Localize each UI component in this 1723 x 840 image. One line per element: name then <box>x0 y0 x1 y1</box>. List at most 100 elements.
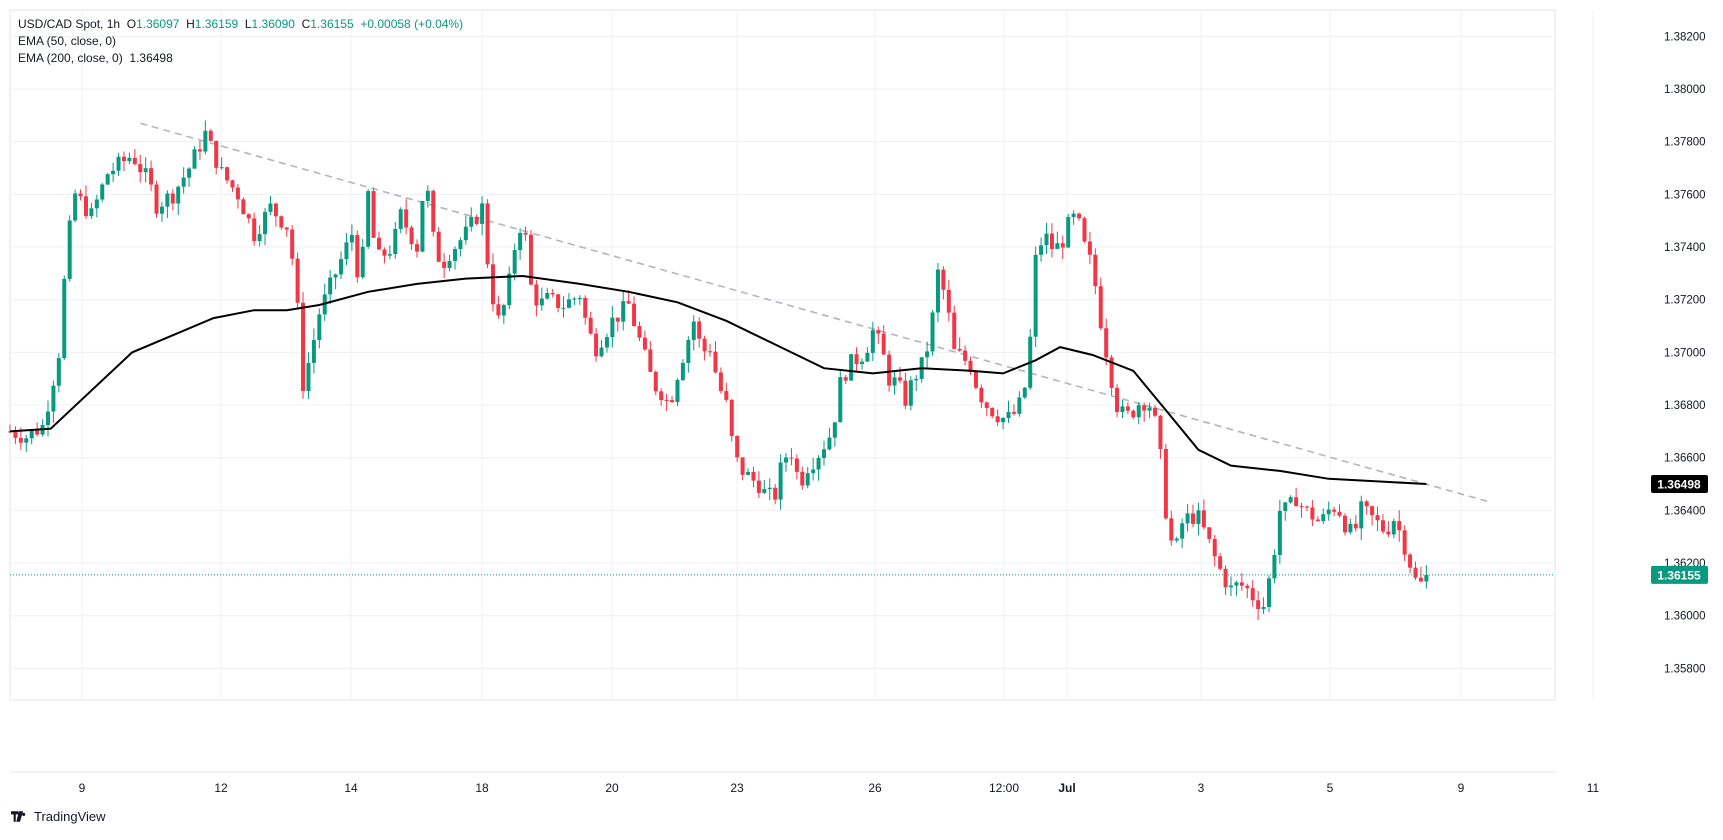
candle-body <box>1256 600 1261 610</box>
candle-body <box>1191 513 1196 524</box>
candle-body <box>897 377 902 381</box>
last-price-label-text: 1.36155 <box>1657 568 1701 582</box>
candle-body <box>1277 510 1282 556</box>
candle-body <box>1212 539 1217 557</box>
candle-body <box>279 216 284 228</box>
x-tick-label: 3 <box>1198 781 1205 795</box>
candle-body <box>990 407 995 417</box>
candle-body <box>83 196 88 217</box>
ema-200-line[interactable] <box>9 274 1427 485</box>
candle-body <box>268 203 273 212</box>
candle-body <box>1125 406 1130 411</box>
candle-body <box>963 350 968 361</box>
candle-body <box>1266 578 1271 607</box>
candle-body <box>1153 407 1158 416</box>
candle-body <box>1017 397 1022 414</box>
candle-body <box>382 249 387 256</box>
candle-body <box>1142 405 1147 411</box>
candle-body <box>762 489 767 493</box>
x-tick-label: 9 <box>1458 781 1465 795</box>
candle-body <box>1229 585 1233 588</box>
ohlc-open: O1.36097 <box>126 17 180 31</box>
last-price-label-bg <box>1651 565 1708 584</box>
candle-body <box>24 438 29 443</box>
x-tick-label: 18 <box>475 781 489 795</box>
candle-body <box>366 191 371 247</box>
candle-body <box>539 298 544 306</box>
candle-body <box>865 352 870 362</box>
candle-body <box>528 234 533 285</box>
candle-body <box>984 402 989 408</box>
candle-body <box>35 430 40 435</box>
candle-body <box>518 232 523 251</box>
x-tick-label: 20 <box>605 781 619 795</box>
candle-body <box>648 349 653 372</box>
y-tick-label: 1.36800 <box>1664 400 1706 412</box>
candle-body <box>935 269 940 313</box>
candle-body <box>230 180 235 188</box>
candle-body <box>154 184 159 214</box>
candle-body <box>1397 521 1402 531</box>
candle-body <box>995 416 1000 423</box>
candle-body <box>371 191 376 238</box>
candle-body <box>1098 286 1103 329</box>
x-tick-label: 11 <box>1587 781 1600 795</box>
candle-body <box>480 203 485 224</box>
candle-body <box>1169 518 1174 541</box>
candle-body <box>1147 407 1152 411</box>
candle-body <box>1104 328 1109 358</box>
candle-body <box>794 458 799 472</box>
y-tick-label: 1.38200 <box>1664 31 1706 43</box>
candle-body <box>1408 554 1413 568</box>
candle-body <box>203 130 208 152</box>
candle-body <box>1364 501 1369 507</box>
candle-body <box>1245 585 1250 589</box>
candle-body <box>637 326 642 338</box>
candle-body <box>1136 405 1141 418</box>
indicator-ema-50[interactable]: EMA (50, close, 0) <box>18 34 117 48</box>
candle-body <box>697 321 702 339</box>
candle-body <box>789 457 794 459</box>
change-value: +0.00058 (+0.04%) <box>360 17 464 31</box>
candle-body <box>306 362 311 391</box>
candle-body <box>442 261 447 268</box>
candle-body <box>1359 501 1364 529</box>
candle-body <box>431 190 436 232</box>
candle-body <box>1299 506 1304 508</box>
candle-body <box>452 249 457 261</box>
candle-body <box>1033 254 1038 337</box>
tradingview-brand[interactable]: TradingView <box>11 809 106 824</box>
candle-body <box>588 317 593 334</box>
candle-body <box>718 372 723 392</box>
candle-body <box>686 339 691 364</box>
candle-body <box>534 284 539 306</box>
candle-body <box>490 264 495 305</box>
candle-body <box>1185 513 1190 524</box>
candle-body <box>105 174 110 185</box>
candle-body <box>1158 415 1163 450</box>
candle-body <box>1011 411 1016 414</box>
candle-body <box>729 399 734 436</box>
chart-legend: USD/CAD Spot, 1h O1.36097 H1.36159 L1.36… <box>18 16 463 67</box>
candle-body <box>241 199 246 215</box>
candle-body <box>930 312 935 352</box>
candle-body <box>659 391 664 401</box>
trendline[interactable] <box>140 122 1492 504</box>
ohlc-low: L1.36090 <box>244 17 295 31</box>
candle-body <box>45 411 50 425</box>
candle-body <box>908 380 913 406</box>
y-tick-label: 1.37400 <box>1664 242 1706 254</box>
indicator-ema-200[interactable]: EMA (200, close, 0) 1.36498 <box>18 51 173 65</box>
candle-body <box>89 208 94 217</box>
candle-body <box>1304 506 1309 508</box>
x-tick-label: 26 <box>868 781 882 795</box>
candle-body <box>377 237 382 250</box>
candle-body <box>610 317 615 338</box>
last-price-label: 1.36155 <box>1651 565 1708 584</box>
candle-body <box>1342 515 1347 533</box>
candle-body <box>800 471 805 486</box>
candle-body <box>474 216 479 224</box>
tradingview-logo-icon <box>11 811 26 822</box>
